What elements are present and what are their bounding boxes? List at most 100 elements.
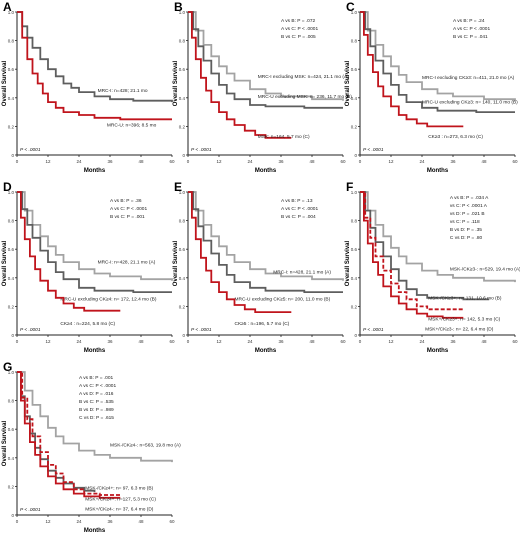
x-tick-label: 24 xyxy=(76,159,82,164)
y-tick-label: 0 xyxy=(354,333,357,338)
panel-letter: G xyxy=(3,360,12,374)
x-tick-label: 0 xyxy=(187,159,190,164)
y-tick-label: 0.4 xyxy=(8,456,15,461)
x-tick-label: 60 xyxy=(340,159,346,164)
y-tick-label: 0 xyxy=(11,153,14,158)
stats-line: A vs B: P = .034 A xyxy=(450,195,489,201)
y-tick-label: 0.6 xyxy=(351,67,358,72)
curve-label: MSK-/CK≥4-: n=563, 19.8 mo (A) xyxy=(110,442,181,448)
x-tick-label: 24 xyxy=(419,339,425,344)
y-axis-title: Overall Survival xyxy=(345,240,351,286)
y-tick-label: 1.0 xyxy=(351,190,358,195)
curve-label: MRC-U excluding CK≥3: n= 140, 11.0 mo (B… xyxy=(422,100,518,106)
curve-label: MRC-U excluding CK≥4: n= 172, 12.4 mo (B… xyxy=(60,297,156,303)
panel-e: E 0 0.2 0.4 0.6 0.8 1.0 0 12 24 36 48 60 Months Overal… xyxy=(173,180,346,354)
y-tick-label: 1.0 xyxy=(179,190,186,195)
y-tick-label: 0.8 xyxy=(8,39,15,44)
stats-line: A vs C: P < .0001 xyxy=(110,206,147,212)
y-tick-label: 1.0 xyxy=(351,10,358,15)
survival-curve-a xyxy=(17,371,173,463)
survival-curve-d xyxy=(17,371,121,496)
y-axis-title: Overall Survival xyxy=(2,240,8,286)
y-tick-label: 0.6 xyxy=(179,67,186,72)
panel-letter: E xyxy=(174,180,182,194)
survival-curve-c xyxy=(188,11,292,139)
x-tick-label: 12 xyxy=(45,519,51,524)
y-tick-label: 0.2 xyxy=(8,124,15,129)
overall-pvalue: P < .0001 xyxy=(191,147,212,153)
x-tick-label: 24 xyxy=(419,159,425,164)
x-tick-label: 36 xyxy=(450,339,456,344)
survival-curve-b xyxy=(188,191,343,293)
x-tick-label: 48 xyxy=(138,519,144,524)
y-tick-label: 0.6 xyxy=(8,247,15,252)
overall-pvalue: P < .0001 xyxy=(20,327,41,333)
panel-d: D 0 0.2 0.4 0.6 0.8 1.0 0 12 24 36 48 60 Months Overal… xyxy=(2,180,175,354)
x-tick-label: 0 xyxy=(16,159,19,164)
survival-curve-a xyxy=(17,11,173,103)
y-tick-label: 1.0 xyxy=(8,370,15,375)
stats-line: B vs C: P = .041 xyxy=(453,34,488,40)
x-axis-title: Months xyxy=(84,528,106,534)
stats-line: B vs D: P = .989 xyxy=(79,407,114,413)
y-tick-label: 1.0 xyxy=(8,10,15,15)
curve-label: MRC-U: n=396; 8.5 mo xyxy=(107,122,157,128)
x-axis-title: Months xyxy=(84,348,106,354)
x-tick-label: 60 xyxy=(169,519,175,524)
y-tick-label: 0.2 xyxy=(179,124,186,129)
stats-line: B vs C: P = .005 xyxy=(281,34,316,40)
panel-b: B 0 0.2 0.4 0.6 0.8 1.0 0 12 24 36 48 60 Months Overal… xyxy=(173,0,352,174)
y-tick-label: 0.4 xyxy=(351,96,358,101)
x-tick-label: 36 xyxy=(450,159,456,164)
y-tick-label: 0.4 xyxy=(179,276,186,281)
x-tick-label: 12 xyxy=(216,159,222,164)
x-tick-label: 12 xyxy=(45,159,51,164)
stats-line: A vs C: P < .0001 xyxy=(281,206,318,212)
x-tick-label: 24 xyxy=(76,519,82,524)
y-tick-label: 0.2 xyxy=(8,304,15,309)
stats-line: A vs B: P = .24 xyxy=(453,18,485,24)
x-tick-label: 48 xyxy=(481,159,487,164)
curve-label: MSK-/CK≥3-: n=529, 19.4 mo (A) xyxy=(450,267,520,273)
y-tick-label: 1.0 xyxy=(179,10,186,15)
y-tick-label: 1.0 xyxy=(8,190,15,195)
survival-curve-a xyxy=(17,191,173,281)
y-tick-label: 0.6 xyxy=(179,247,186,252)
y-tick-label: 0.4 xyxy=(8,96,15,101)
y-tick-label: 0 xyxy=(182,153,185,158)
x-axis-title: Months xyxy=(255,348,277,354)
x-tick-label: 0 xyxy=(187,339,190,344)
curve-label: MRC-I: n=428, 21.1 mo (A) xyxy=(98,260,156,266)
panel-letter: A xyxy=(3,0,12,14)
survival-curve-a xyxy=(360,11,516,101)
y-tick-label: 0.6 xyxy=(8,427,15,432)
y-tick-label: 0.8 xyxy=(179,39,186,44)
x-tick-label: 60 xyxy=(169,339,175,344)
y-tick-label: 0.4 xyxy=(351,276,358,281)
curve-label: CK≥5 : n=196, 5.7 mo (C) xyxy=(235,321,290,327)
survival-curve-c xyxy=(360,11,464,128)
y-axis-title: Overall Survival xyxy=(173,240,179,286)
survival-curve-c xyxy=(17,191,121,312)
y-tick-label: 0.2 xyxy=(351,304,358,309)
y-axis-title: Overall Survival xyxy=(2,60,8,106)
curve-label: MRC-U excluding MSK: n= 236, 11.7 mo (B) xyxy=(258,94,353,100)
y-axis-title: Overall Survival xyxy=(345,60,351,106)
panel-g: G 0 0.2 0.4 0.6 0.8 1.0 0 12 24 36 48 60 Months Overal… xyxy=(2,360,181,534)
x-tick-label: 60 xyxy=(512,339,518,344)
x-tick-label: 36 xyxy=(278,159,284,164)
y-tick-label: 0.2 xyxy=(179,304,186,309)
x-tick-label: 0 xyxy=(359,339,362,344)
panel-a: A 0 0.2 0.4 0.6 0.8 1.0 0 12 24 36 48 60 Months Overal… xyxy=(2,0,175,174)
curve-label: MSK+/CK≥4+: n=127, 5.3 mo (C) xyxy=(85,497,156,503)
x-axis-title: Months xyxy=(427,348,449,354)
x-axis-title: Months xyxy=(255,168,277,174)
overall-pvalue: P < .0001 xyxy=(191,327,212,333)
stats-line: vs D: P = .021 B xyxy=(450,211,485,217)
x-axis-title: Months xyxy=(84,168,106,174)
survival-curve-b xyxy=(17,11,172,121)
y-tick-label: 0.8 xyxy=(179,219,186,224)
y-tick-label: 0.8 xyxy=(8,399,15,404)
panel-c: C 0 0.2 0.4 0.6 0.8 1.0 0 12 24 36 48 60 Months Overal… xyxy=(345,0,518,174)
